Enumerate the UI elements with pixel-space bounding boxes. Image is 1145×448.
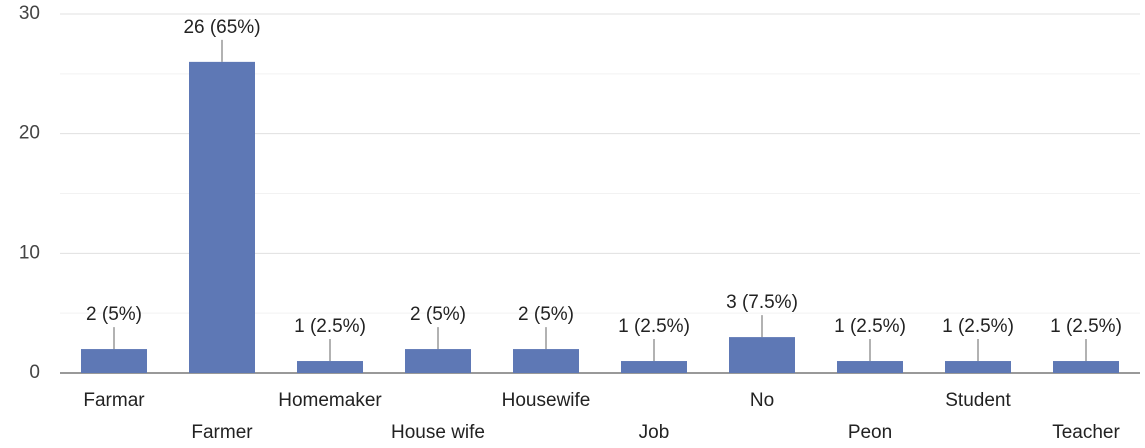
x-tick-label: Peon bbox=[848, 422, 892, 443]
bar bbox=[945, 361, 1011, 373]
bar bbox=[837, 361, 903, 373]
data-label: 1 (2.5%) bbox=[942, 316, 1014, 337]
data-label: 2 (5%) bbox=[518, 304, 574, 325]
bar bbox=[81, 349, 147, 373]
bar bbox=[297, 361, 363, 373]
data-label: 2 (5%) bbox=[86, 304, 142, 325]
y-tick-label: 0 bbox=[29, 362, 40, 383]
bar bbox=[513, 349, 579, 373]
y-tick-label: 10 bbox=[19, 242, 40, 263]
data-label: 1 (2.5%) bbox=[618, 316, 690, 337]
x-tick-label: No bbox=[750, 390, 774, 411]
x-tick-label: Student bbox=[945, 390, 1011, 411]
bar bbox=[189, 61, 255, 373]
x-tick-label: Farmer bbox=[191, 422, 253, 443]
bar bbox=[621, 361, 687, 373]
bar bbox=[729, 337, 795, 373]
x-tick-label: Housewife bbox=[502, 390, 591, 411]
data-label: 3 (7.5%) bbox=[726, 292, 798, 313]
x-tick-label: Teacher bbox=[1052, 422, 1120, 443]
data-label: 2 (5%) bbox=[410, 304, 466, 325]
data-label: 26 (65%) bbox=[183, 17, 260, 38]
x-tick-label: Farmar bbox=[83, 390, 145, 411]
x-tick-label: Homemaker bbox=[278, 390, 382, 411]
data-label: 1 (2.5%) bbox=[834, 316, 906, 337]
y-tick-label: 20 bbox=[19, 123, 40, 144]
x-tick-label: Job bbox=[639, 422, 670, 443]
data-label: 1 (2.5%) bbox=[294, 316, 366, 337]
x-tick-label: House wife bbox=[391, 422, 485, 443]
y-tick-label: 30 bbox=[19, 3, 40, 24]
bar bbox=[405, 349, 471, 373]
bar bbox=[1053, 361, 1119, 373]
data-label: 1 (2.5%) bbox=[1050, 316, 1122, 337]
